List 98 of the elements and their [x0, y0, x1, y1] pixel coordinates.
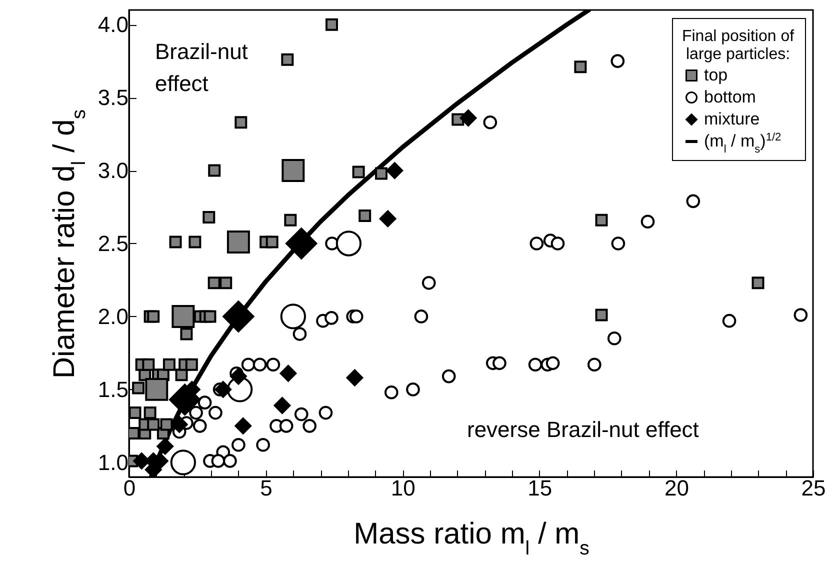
point — [550, 236, 565, 250]
point — [202, 210, 216, 224]
point — [294, 407, 308, 422]
legend-label: top — [704, 66, 728, 84]
point — [204, 310, 216, 323]
y-tick-label: 2.0 — [98, 304, 128, 329]
y-tick-label: 2.5 — [98, 231, 128, 256]
point — [208, 276, 220, 290]
point — [752, 276, 764, 290]
point — [386, 162, 404, 179]
x-tick-label: 5 — [260, 476, 272, 500]
x-tick-label: 20 — [664, 476, 689, 500]
point — [234, 116, 248, 129]
point — [414, 310, 428, 324]
point — [241, 358, 256, 372]
point — [574, 60, 587, 74]
x-tick-label: 10 — [390, 476, 416, 500]
point — [232, 438, 246, 452]
point — [279, 419, 294, 433]
point — [595, 308, 608, 322]
x-tick-label: 25 — [801, 476, 826, 500]
point — [292, 327, 307, 341]
y-tick-label: 3.5 — [98, 85, 128, 110]
point — [406, 382, 420, 396]
point — [284, 214, 297, 226]
y-tick-label: 3.0 — [98, 158, 128, 184]
point — [722, 314, 736, 328]
point — [147, 310, 160, 323]
point — [160, 418, 173, 431]
point — [211, 454, 226, 468]
point — [422, 276, 436, 290]
legend-label: bottom — [704, 88, 756, 106]
point — [192, 419, 207, 433]
point — [198, 396, 212, 410]
legend-label: mixture — [704, 110, 760, 128]
point — [129, 406, 142, 420]
point — [252, 358, 267, 372]
point — [530, 236, 544, 250]
point — [794, 308, 808, 322]
point — [281, 53, 294, 66]
point — [358, 210, 372, 222]
point — [132, 382, 145, 394]
point — [442, 369, 456, 384]
point — [180, 328, 193, 340]
point — [220, 276, 232, 290]
point — [274, 397, 291, 414]
point — [325, 18, 338, 31]
point — [318, 406, 333, 420]
point — [147, 418, 160, 431]
annotation: reverse Brazil-nut effect — [467, 417, 699, 442]
point — [352, 166, 365, 178]
y-tick-label: 1.0 — [98, 450, 128, 475]
point — [611, 236, 626, 250]
x-tick-label: 15 — [528, 476, 552, 500]
y-tick-label: 1.5 — [98, 376, 128, 402]
point — [587, 358, 602, 372]
point — [595, 214, 608, 226]
point — [528, 358, 542, 372]
point — [142, 358, 155, 371]
point — [384, 385, 398, 400]
annotation: Brazil-nut effect — [155, 39, 248, 96]
point — [230, 368, 247, 385]
x-axis-title: Mass ratio m$_{l}$ / m$_{s}$ — [354, 518, 590, 560]
point — [324, 311, 338, 325]
y-tick-label: 4.0 — [98, 12, 128, 38]
point — [208, 164, 221, 177]
point — [234, 418, 252, 434]
legend-label: (m$_{l}$ / m$_{s}$)$^{1/2}$ — [704, 132, 782, 156]
point — [686, 194, 700, 208]
point — [169, 236, 182, 248]
x-tick-label: 0 — [123, 476, 136, 500]
point — [483, 115, 498, 130]
point — [375, 167, 388, 180]
point — [162, 358, 176, 371]
point — [266, 358, 280, 372]
point — [223, 454, 237, 468]
point — [214, 381, 232, 398]
legend-title: Final position of large particles: — [682, 28, 795, 63]
point — [185, 358, 198, 371]
point — [302, 419, 316, 433]
point — [266, 236, 278, 248]
point — [640, 214, 655, 229]
point — [349, 310, 364, 324]
point — [346, 369, 364, 386]
point — [170, 416, 188, 433]
point — [460, 110, 477, 126]
point — [546, 356, 560, 370]
point — [188, 236, 202, 248]
point — [280, 364, 297, 382]
point — [256, 438, 270, 452]
point — [144, 406, 156, 420]
point — [208, 406, 222, 420]
point — [156, 438, 174, 455]
point — [492, 356, 506, 370]
point — [189, 406, 203, 420]
point — [607, 331, 622, 346]
point — [379, 210, 396, 228]
point — [610, 54, 625, 68]
